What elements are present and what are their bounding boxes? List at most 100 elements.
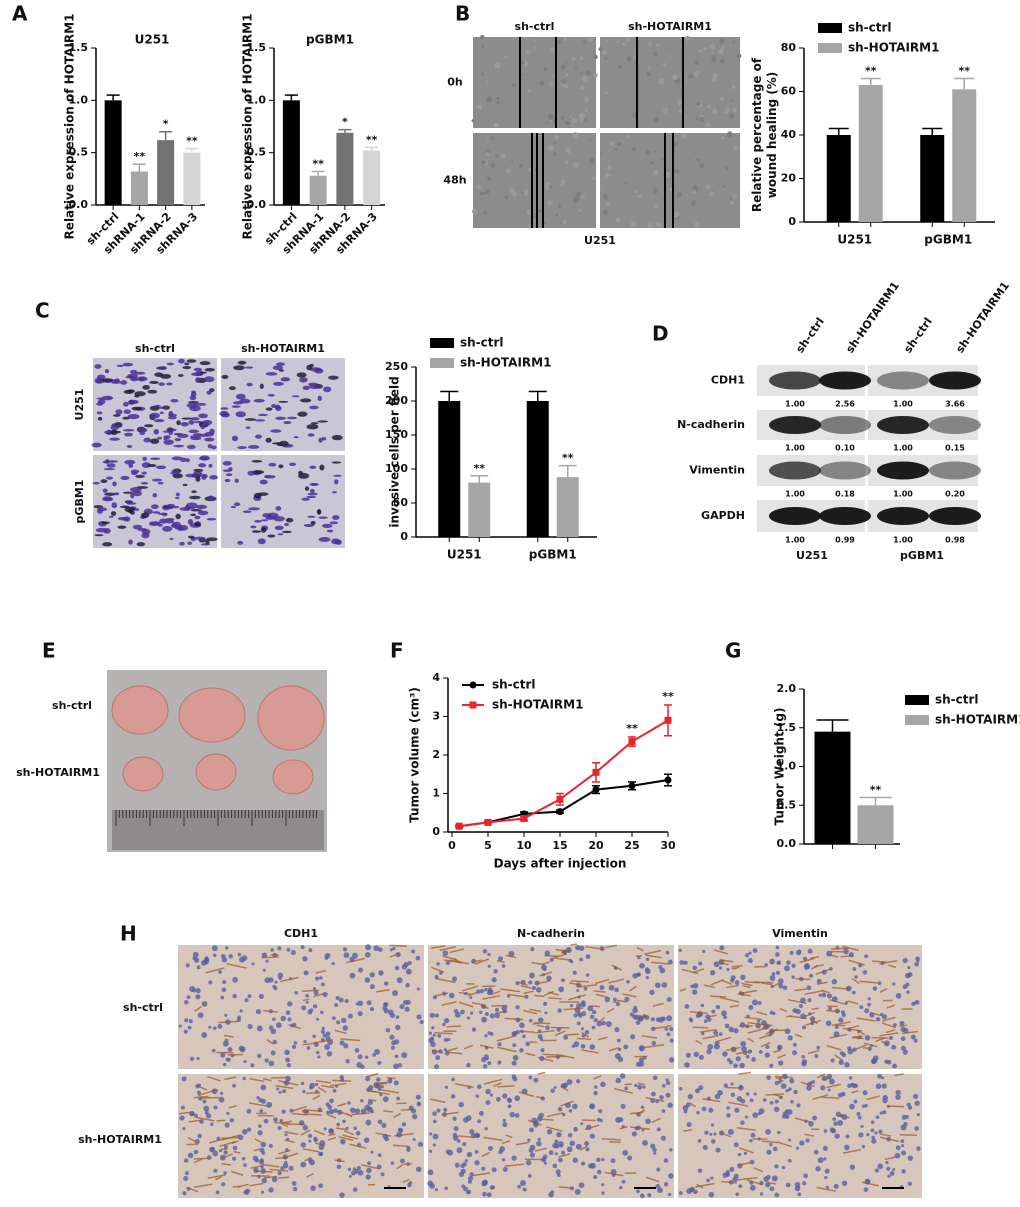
nucleus (756, 1019, 761, 1023)
invasive-cell (250, 525, 257, 529)
stain (313, 992, 326, 998)
invasive-cell (254, 419, 266, 422)
nucleus (900, 1124, 907, 1131)
nucleus (900, 1045, 906, 1051)
invasive-cell (165, 518, 175, 521)
column-label: sh-HOTAIRM1 (628, 20, 712, 33)
nucleus (485, 1088, 491, 1095)
invasive-cell (318, 537, 331, 542)
panel-label: A (12, 2, 28, 26)
x-tick-label: pGBM1 (924, 233, 972, 247)
invasive-cell (326, 529, 334, 533)
nucleus (300, 1081, 305, 1086)
nucleus (436, 1108, 441, 1113)
invasive-cell (157, 523, 163, 527)
point (664, 776, 672, 784)
y-tick-label: 40 (781, 128, 797, 141)
nucleus (629, 1012, 635, 1017)
stain (635, 1014, 648, 1018)
cell-texture (721, 136, 725, 140)
nucleus (489, 1013, 495, 1019)
stain (595, 993, 610, 999)
stain (483, 1136, 503, 1142)
stain (679, 988, 687, 992)
nucleus (678, 1086, 683, 1091)
nucleus (445, 1149, 451, 1154)
stain (815, 968, 831, 975)
stain (593, 1074, 602, 1080)
nucleus (668, 1057, 675, 1063)
cell-texture (653, 117, 659, 123)
cell-texture (486, 96, 492, 103)
nucleus (664, 1027, 669, 1031)
nucleus (277, 972, 284, 979)
nucleus (339, 1075, 344, 1080)
invasive-cell (110, 424, 119, 431)
stain (591, 1005, 601, 1008)
stain (611, 964, 623, 971)
invasive-cell (208, 463, 213, 468)
invasive-cell (278, 440, 289, 447)
x-tick-label: U251 (447, 548, 482, 562)
cell-texture (495, 154, 500, 158)
nucleus (759, 1192, 764, 1196)
nucleus (730, 1092, 735, 1097)
stain (442, 955, 457, 961)
nucleus (557, 1173, 561, 1178)
cell-texture (560, 183, 564, 187)
invasive-cell (309, 405, 319, 410)
invasive-cell (147, 464, 157, 468)
cell-texture (616, 40, 619, 43)
nucleus (710, 1139, 716, 1144)
cell-texture (565, 61, 568, 64)
nucleus (383, 1007, 389, 1014)
nucleus (587, 1005, 594, 1012)
stain (636, 947, 644, 952)
stain (713, 949, 729, 955)
nucleus (871, 1135, 875, 1140)
nucleus (432, 1119, 437, 1124)
invasive-cell (233, 365, 245, 371)
invasive-cell (194, 521, 202, 527)
stain (570, 980, 589, 983)
stain (497, 1084, 515, 1088)
nucleus (533, 1077, 539, 1083)
nucleus (419, 1019, 424, 1025)
nucleus (555, 1169, 561, 1175)
nucleus (870, 1128, 875, 1133)
invasive-cell (140, 482, 149, 485)
nucleus (851, 990, 856, 995)
blot-band (929, 371, 981, 390)
nucleus (507, 1098, 513, 1104)
invasive-cell (328, 375, 339, 380)
legend-swatch (818, 23, 842, 33)
nucleus (727, 1128, 734, 1135)
nucleus (803, 1173, 808, 1179)
stain (205, 967, 225, 974)
nucleus (270, 948, 274, 952)
stain (389, 944, 408, 948)
column-label: Vimentin (772, 927, 828, 940)
y-tick-label: 1.0 (777, 760, 797, 773)
stain (581, 1031, 590, 1038)
stain (447, 1051, 463, 1055)
cell-texture (547, 113, 554, 120)
invasive-cell (158, 406, 169, 410)
invasive-cell (153, 418, 165, 423)
nucleus (258, 993, 264, 999)
cell-texture (662, 62, 666, 66)
invasive-cell (149, 412, 161, 419)
cell-texture (602, 209, 608, 216)
nucleus (224, 1013, 228, 1017)
invasive-cell (179, 541, 185, 546)
nucleus (530, 947, 535, 952)
y-tick-label: 3 (432, 710, 440, 723)
stain (497, 1046, 517, 1053)
nucleus (431, 1026, 435, 1030)
nucleus (765, 1128, 771, 1135)
cell-texture (725, 166, 729, 171)
nucleus (347, 1013, 353, 1019)
nucleus (667, 959, 673, 965)
nucleus (843, 948, 849, 955)
nucleus (558, 1157, 563, 1163)
